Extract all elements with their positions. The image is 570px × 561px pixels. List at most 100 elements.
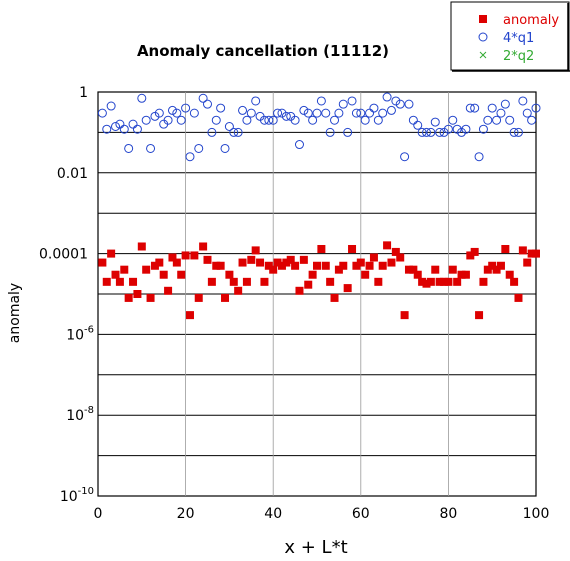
data-points [97, 92, 541, 320]
q1-point [360, 115, 370, 125]
q1-point [176, 115, 186, 125]
anomaly-point [400, 311, 409, 320]
q1-point [312, 108, 322, 118]
anomaly-point [339, 261, 348, 270]
anomaly-point [523, 258, 532, 267]
q1-point [194, 143, 204, 153]
q1-point [417, 127, 427, 137]
anomaly-point [150, 261, 159, 270]
anomaly-point [518, 246, 527, 255]
anomaly-point [356, 258, 365, 267]
anomaly-point [299, 255, 308, 264]
legend: anomaly 4*q1 2*q2 [450, 1, 570, 72]
q1-point [185, 152, 195, 162]
q1-point [404, 99, 414, 109]
q1-point [483, 115, 493, 125]
anomaly-point [234, 286, 243, 295]
x-tick-label: 100 [523, 506, 550, 522]
anomaly-point [330, 293, 339, 302]
q1-point [386, 105, 396, 115]
q1-point [461, 124, 471, 134]
anomaly-point [216, 261, 225, 270]
q1-point [189, 108, 199, 118]
q1-point [400, 152, 410, 162]
anomaly-point [461, 270, 470, 279]
anomaly-point [413, 270, 422, 279]
anomaly-point [238, 258, 247, 267]
anomaly-point [369, 253, 378, 262]
anomaly-point [146, 293, 155, 302]
anomaly-point [453, 277, 462, 286]
q1-point [470, 103, 480, 113]
q1-point [496, 108, 506, 118]
x-tick-label: 80 [439, 506, 457, 522]
q1-point [395, 99, 405, 109]
anomaly-point [444, 277, 453, 286]
q1-point [382, 92, 392, 102]
q1-point [408, 115, 418, 125]
anomaly-point [115, 277, 124, 286]
q1-point [321, 108, 331, 118]
q1-point [492, 115, 502, 125]
anomaly-point [111, 270, 120, 279]
q1-point [137, 93, 147, 103]
anomaly-point [291, 261, 300, 270]
q1-point [413, 120, 423, 130]
anomaly-point [505, 270, 514, 279]
q1-point [203, 99, 212, 109]
q1-point [290, 115, 300, 125]
x-axis-title: x + L*t [284, 537, 347, 558]
q1-point [167, 105, 177, 115]
anomaly-point [343, 284, 352, 293]
anomaly-point [142, 265, 151, 274]
q1-point [294, 140, 304, 150]
y-tick-label: 10-8 [66, 405, 94, 424]
q1-point [97, 108, 107, 118]
anomaly-point [352, 261, 361, 270]
q1-point [238, 105, 248, 115]
y-tick-label: 1 [79, 85, 88, 101]
anomaly-point [177, 270, 186, 279]
q1-point [198, 93, 208, 103]
anomaly-point [404, 265, 413, 274]
anomaly-point [532, 249, 540, 258]
anomaly-point [383, 241, 392, 250]
q1-point [128, 119, 138, 129]
anomaly-point [396, 253, 405, 262]
anomaly-point [466, 251, 475, 260]
anomaly-point [203, 255, 212, 264]
q1-point [500, 99, 510, 109]
anomaly-point [483, 265, 492, 274]
q1-point [233, 127, 243, 137]
anomaly-point [221, 293, 230, 302]
anomaly-point [120, 265, 129, 274]
q1-point [513, 127, 523, 137]
q1-point [527, 115, 537, 125]
q1-point [356, 108, 366, 118]
q1-point [474, 152, 484, 162]
q1-point [316, 96, 326, 106]
anomaly-point [133, 290, 142, 298]
q1-point [251, 96, 261, 106]
q1-point [531, 103, 541, 113]
q1-point [518, 96, 528, 106]
anomaly-point [124, 293, 133, 302]
anomaly-point [264, 261, 273, 270]
anomaly-point [361, 270, 370, 279]
q1-point [435, 127, 445, 137]
q1-point [343, 127, 353, 137]
q1-point [216, 103, 226, 113]
anomaly-point [256, 258, 265, 267]
q1-point [246, 108, 256, 118]
anomaly-point [229, 277, 238, 286]
anomaly-point [269, 265, 278, 274]
anomaly-point [435, 277, 444, 286]
q1-point [443, 124, 453, 134]
anomaly-point [448, 265, 457, 274]
y-tick-label: 0.0001 [39, 247, 88, 263]
q1-point [141, 115, 151, 125]
anomaly-point [107, 249, 116, 258]
q1-point [224, 121, 234, 131]
q1-point [273, 108, 283, 118]
q1-point [369, 103, 379, 113]
